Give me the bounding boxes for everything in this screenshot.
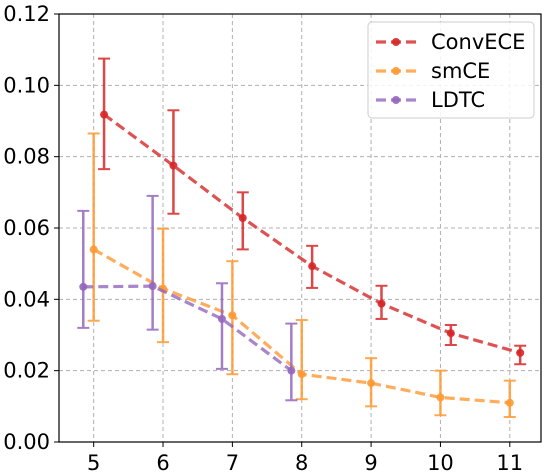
x-tick-label: 9 [364,451,377,475]
data-point-smce [367,379,376,388]
data-point-ldtc [287,366,296,375]
series-line-ldtc [83,284,293,372]
errorbar-ldtc [77,209,90,329]
y-tick-label: 0.00 [3,430,50,454]
data-point-smce [297,370,306,379]
y-tick-label: 0.12 [3,2,50,26]
x-tick-label: 6 [156,451,169,475]
data-point-smce [436,393,445,402]
errorbar-ldtc [215,282,228,370]
legend-item-smce: smCE [376,59,490,83]
data-point-convece [100,110,109,119]
legend-swatch-marker [392,67,400,75]
errorbar-ldtc [146,194,159,331]
x-tick-label: 7 [226,451,239,475]
legend-label: LDTC [431,88,485,112]
data-point-convece [308,262,317,271]
x-tick-label: 5 [87,451,100,475]
x-tick-label: 11 [496,451,523,475]
y-tick-label: 0.02 [3,359,50,383]
errorbar-ldtc [285,322,298,402]
data-point-convece [238,214,247,223]
errorbar-smce [434,369,447,417]
legend: ConvECE smCE LDTC [367,21,535,119]
series-layer [77,57,527,419]
x-tick-label: 8 [295,451,308,475]
legend-label: ConvECE [431,30,525,54]
legend-box [367,21,535,119]
series-line-convece [103,113,521,355]
series-ldtc [77,194,298,402]
data-point-smce [228,311,237,320]
data-point-convece [377,299,386,308]
series-convece [98,57,527,366]
data-point-ldtc [79,282,88,291]
data-point-convece [169,161,178,170]
legend-item-ldtc: LDTC [376,88,485,112]
legend-swatch-marker [392,96,400,104]
legend-item-convece: ConvECE [376,30,525,54]
axis-ticks: 5 6 7 8 9 10 11 0.00 0.02 0.04 0.06 0.08 0.10 0.12 [3,2,523,475]
legend-swatch-marker [392,38,400,46]
data-point-smce [505,398,514,407]
y-tick-label: 0.08 [3,145,50,169]
errorbar-smce [87,132,100,322]
data-point-ldtc [148,282,157,291]
series-smce [87,132,516,419]
errorbar-smce [295,319,308,401]
data-point-convece [516,348,525,357]
data-point-ldtc [217,314,226,323]
data-point-convece [446,329,455,338]
legend-label: smCE [431,59,490,83]
data-point-smce [89,245,98,254]
y-tick-label: 0.10 [3,73,50,97]
y-tick-label: 0.04 [3,287,50,311]
y-tick-label: 0.06 [3,216,50,240]
x-tick-label: 10 [427,451,454,475]
